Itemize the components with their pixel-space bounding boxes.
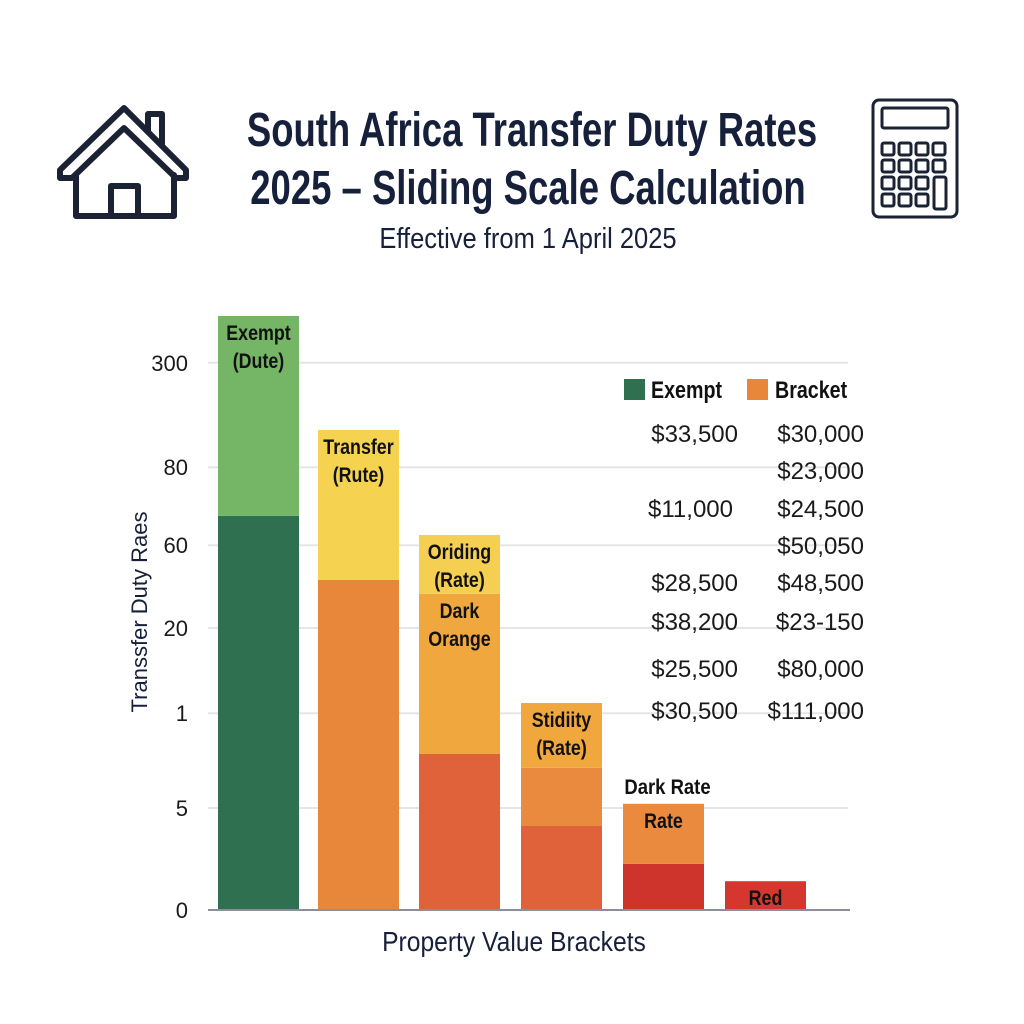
house-icon xyxy=(57,105,189,219)
calculator-key xyxy=(897,175,913,191)
bar-5: Rate Dark Rate xyxy=(623,776,711,910)
segment-label: (Dute) xyxy=(233,350,285,374)
gridlines xyxy=(208,361,848,809)
y-tick-label: 1 xyxy=(176,701,188,726)
segment-label: (Rate) xyxy=(434,569,485,593)
exempt-value: $28,500 xyxy=(651,570,738,597)
bracket-value: $50,050 xyxy=(777,533,864,560)
legend-label-bracket: Bracket xyxy=(775,376,848,403)
bracket-value: $48,500 xyxy=(777,570,864,597)
segment-label: Rate xyxy=(644,809,683,833)
calculator-key xyxy=(914,175,930,191)
segment-label: Dark xyxy=(440,599,480,623)
bars: Exempt (Dute) Transfer (Rute) Dark Orange Orid… xyxy=(218,316,806,911)
segment-label: Red xyxy=(749,887,783,911)
y-tick-label: 20 xyxy=(164,616,188,641)
y-tick-label: 80 xyxy=(164,455,188,480)
bar-segment xyxy=(419,754,500,910)
value-table: $33,500 $11,000 $28,500 $38,200 $25,500 $30,5… xyxy=(648,421,864,725)
calculator-key xyxy=(914,158,930,174)
title-line-2: 2025 – Sliding Scale Calculation xyxy=(250,161,805,215)
y-axis-label: Transsfer Duty Raes xyxy=(127,512,152,713)
y-tick-label: 300 xyxy=(151,351,188,376)
calculator-key xyxy=(914,141,930,157)
segment-label: Transfer xyxy=(323,436,394,460)
bar-segment xyxy=(318,580,399,910)
calculator-key xyxy=(880,158,896,174)
x-axis-label: Property Value Brackets xyxy=(382,926,646,958)
bar-top-label: Dark Rate xyxy=(624,776,710,799)
bar-segment xyxy=(218,515,299,910)
segment-label: Exempt xyxy=(226,322,291,346)
segment-label: Oriding xyxy=(428,541,491,565)
segment-label: (Rute) xyxy=(333,464,385,488)
y-tick-label: 5 xyxy=(176,796,188,821)
bar-segment xyxy=(419,593,500,754)
calculator-key xyxy=(931,141,947,157)
exempt-value: $11,000 xyxy=(648,496,733,523)
bar-segment xyxy=(318,430,399,580)
bar-1: Exempt (Dute) xyxy=(218,316,299,910)
bar-segment xyxy=(725,881,806,910)
exempt-value: $30,500 xyxy=(651,698,738,725)
bar-segment xyxy=(623,803,704,864)
calculator-key xyxy=(897,158,913,174)
calculator-key xyxy=(880,192,896,208)
calculator-key xyxy=(880,141,896,157)
bracket-value: $23,000 xyxy=(777,458,864,485)
calculator-key xyxy=(914,192,930,208)
y-axis-ticks: 0 5 1 20 60 80 300 xyxy=(151,351,188,923)
bar-segment xyxy=(521,767,602,826)
bracket-value: $24,500 xyxy=(777,496,864,523)
segment-label: (Rate) xyxy=(536,737,587,761)
y-tick-label: 60 xyxy=(164,533,188,558)
segment-label: Stidiity xyxy=(532,709,592,733)
calculator-key xyxy=(932,175,948,211)
exempt-value: $38,200 xyxy=(651,609,738,636)
y-tick-label: 0 xyxy=(176,898,188,923)
calculator-key xyxy=(897,192,913,208)
bar-2: Transfer (Rute) xyxy=(318,430,399,910)
calculator-key xyxy=(931,158,947,174)
legend-swatch-exempt xyxy=(624,379,645,400)
bar-6: Red xyxy=(725,881,806,911)
exempt-value: $33,500 xyxy=(651,421,738,448)
bar-4: Stidiity (Rate) xyxy=(521,703,602,910)
legend-label-exempt: Exempt xyxy=(651,376,723,403)
exempt-value: $25,500 xyxy=(651,656,738,683)
bar-segment xyxy=(521,826,602,910)
bracket-value: $111,000 xyxy=(767,698,864,725)
legend-swatch-bracket xyxy=(747,379,768,400)
legend: Exempt Bracket xyxy=(624,376,848,403)
calculator-key xyxy=(880,175,896,191)
subtitle: Effective from 1 April 2025 xyxy=(379,221,676,254)
bracket-value: $30,000 xyxy=(777,421,864,448)
bar-segment xyxy=(521,703,602,768)
bracket-value: $80,000 xyxy=(777,656,864,683)
bracket-value: $23-150 xyxy=(776,609,864,636)
segment-label: Orange xyxy=(428,627,491,651)
calculator-icon xyxy=(871,98,959,219)
title-line-1: South Africa Transfer Duty Rates xyxy=(247,103,817,157)
calculator-key xyxy=(897,141,913,157)
bar-3: Dark Orange Oriding (Rate) xyxy=(419,535,500,910)
bar-segment xyxy=(419,535,500,594)
bar-segment xyxy=(623,863,704,910)
bar-segment xyxy=(218,316,299,516)
